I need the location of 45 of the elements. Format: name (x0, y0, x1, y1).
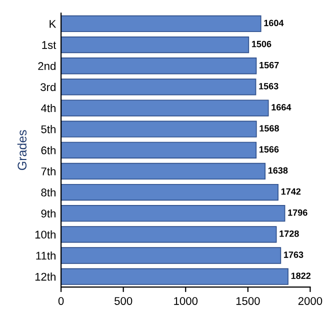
data-label: 1664 (272, 104, 292, 110)
data-label: 1563 (259, 82, 278, 90)
y-tick-label: 6th (41, 146, 56, 154)
x-tick-label: 0 (58, 297, 64, 305)
y-tick-label: 11th (36, 251, 56, 260)
bar (61, 15, 262, 32)
y-tick-label: 1st (42, 41, 56, 49)
data-label: 1567 (260, 62, 279, 68)
data-label: 1638 (268, 167, 288, 174)
y-tick-label: 9th (41, 209, 56, 218)
x-tick-label: 1500 (236, 297, 260, 305)
bar (61, 184, 278, 201)
y-tick-label: K (50, 20, 56, 28)
bar (61, 142, 257, 158)
data-label: 1728 (280, 230, 299, 237)
y-tick-label: 7th (41, 167, 56, 176)
data-label: 1566 (259, 146, 279, 153)
data-label: 1568 (260, 125, 279, 132)
data-label: 1604 (264, 20, 284, 26)
x-tick-label: 500 (114, 297, 132, 305)
y-tick-label: 3rd (40, 82, 56, 92)
y-axis-title: Grades (17, 130, 27, 170)
data-label: 1742 (281, 188, 301, 195)
bar (61, 162, 266, 180)
y-tick-label: 8th (41, 188, 56, 196)
x-tick-label: 1000 (174, 297, 198, 305)
bar (61, 120, 257, 138)
data-label: 1763 (284, 252, 304, 258)
y-tick-label: 2nd (38, 62, 56, 70)
y-tick-label: 5th (41, 125, 56, 134)
data-label: 1822 (291, 272, 311, 279)
bar (61, 58, 257, 74)
data-label: 1506 (252, 40, 272, 48)
y-tick-label: 4th (41, 104, 56, 112)
y-tick-label: 12th (35, 272, 56, 281)
bar (61, 226, 277, 243)
data-label: 1796 (288, 209, 308, 216)
bar (61, 78, 256, 96)
bar (61, 205, 286, 222)
bar (61, 36, 250, 54)
bar (61, 247, 282, 264)
y-tick-label: 10th (35, 230, 56, 239)
bar (61, 100, 269, 116)
bar (61, 268, 288, 285)
x-tick-label: 2000 (298, 297, 322, 305)
